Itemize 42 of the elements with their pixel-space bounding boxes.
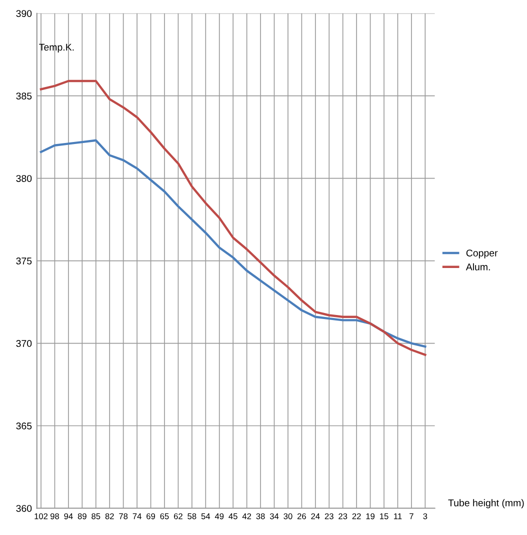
y-tick-label: 375 [16, 258, 32, 264]
x-tick-label: 98 [50, 513, 59, 520]
y-axis-title: Temp.K. [39, 44, 74, 53]
legend-label: Alum. [466, 263, 490, 270]
x-tick-label: 58 [188, 513, 196, 520]
line-series [40, 80, 426, 356]
x-tick-label: 19 [366, 513, 375, 520]
x-tick-label: 38 [256, 513, 265, 520]
x-tick-label: 69 [146, 513, 156, 520]
x-tick-label: 49 [214, 513, 224, 520]
x-tick-label: 3 [423, 513, 428, 520]
x-tick-label: 42 [242, 513, 252, 520]
x-axis-title: Tube height (mm) [448, 499, 524, 508]
x-tick-label: 54 [201, 513, 210, 520]
x-tick-label: 23 [324, 513, 334, 520]
x-tick-label: 45 [228, 513, 238, 520]
x-tick-label: 65 [160, 513, 169, 520]
x-tick-label: 102 [34, 513, 48, 520]
x-tick-label: 74 [132, 513, 142, 520]
x-tick-label: 82 [105, 513, 114, 520]
x-tick-label: 15 [380, 513, 388, 520]
y-tick-label: 370 [16, 340, 32, 347]
x-tick-label: 30 [284, 513, 292, 520]
x-tick-label: 22 [352, 513, 361, 520]
x-tick-label: 26 [297, 513, 306, 520]
x-tick-label: 34 [270, 513, 279, 520]
y-tick-label: 385 [16, 92, 32, 100]
x-tick-label: 24 [311, 513, 320, 520]
x-tick-label: 23 [338, 513, 348, 520]
x-tick-label: 89 [78, 513, 86, 520]
x-tick-label: 62 [174, 513, 182, 520]
legend-label: Copper [466, 250, 498, 258]
y-tick-label: 390 [16, 10, 32, 17]
line-series [40, 139, 426, 348]
y-tick-label: 380 [16, 175, 32, 182]
y-tick-label: 360 [16, 504, 32, 512]
x-tick-label: 7 [410, 513, 414, 520]
x-tick-label: 11 [394, 513, 402, 520]
x-tick-label: 78 [119, 513, 128, 520]
x-tick-label: 85 [92, 513, 100, 520]
x-tick-label: 94 [64, 513, 73, 520]
y-tick-label: 365 [16, 422, 32, 430]
